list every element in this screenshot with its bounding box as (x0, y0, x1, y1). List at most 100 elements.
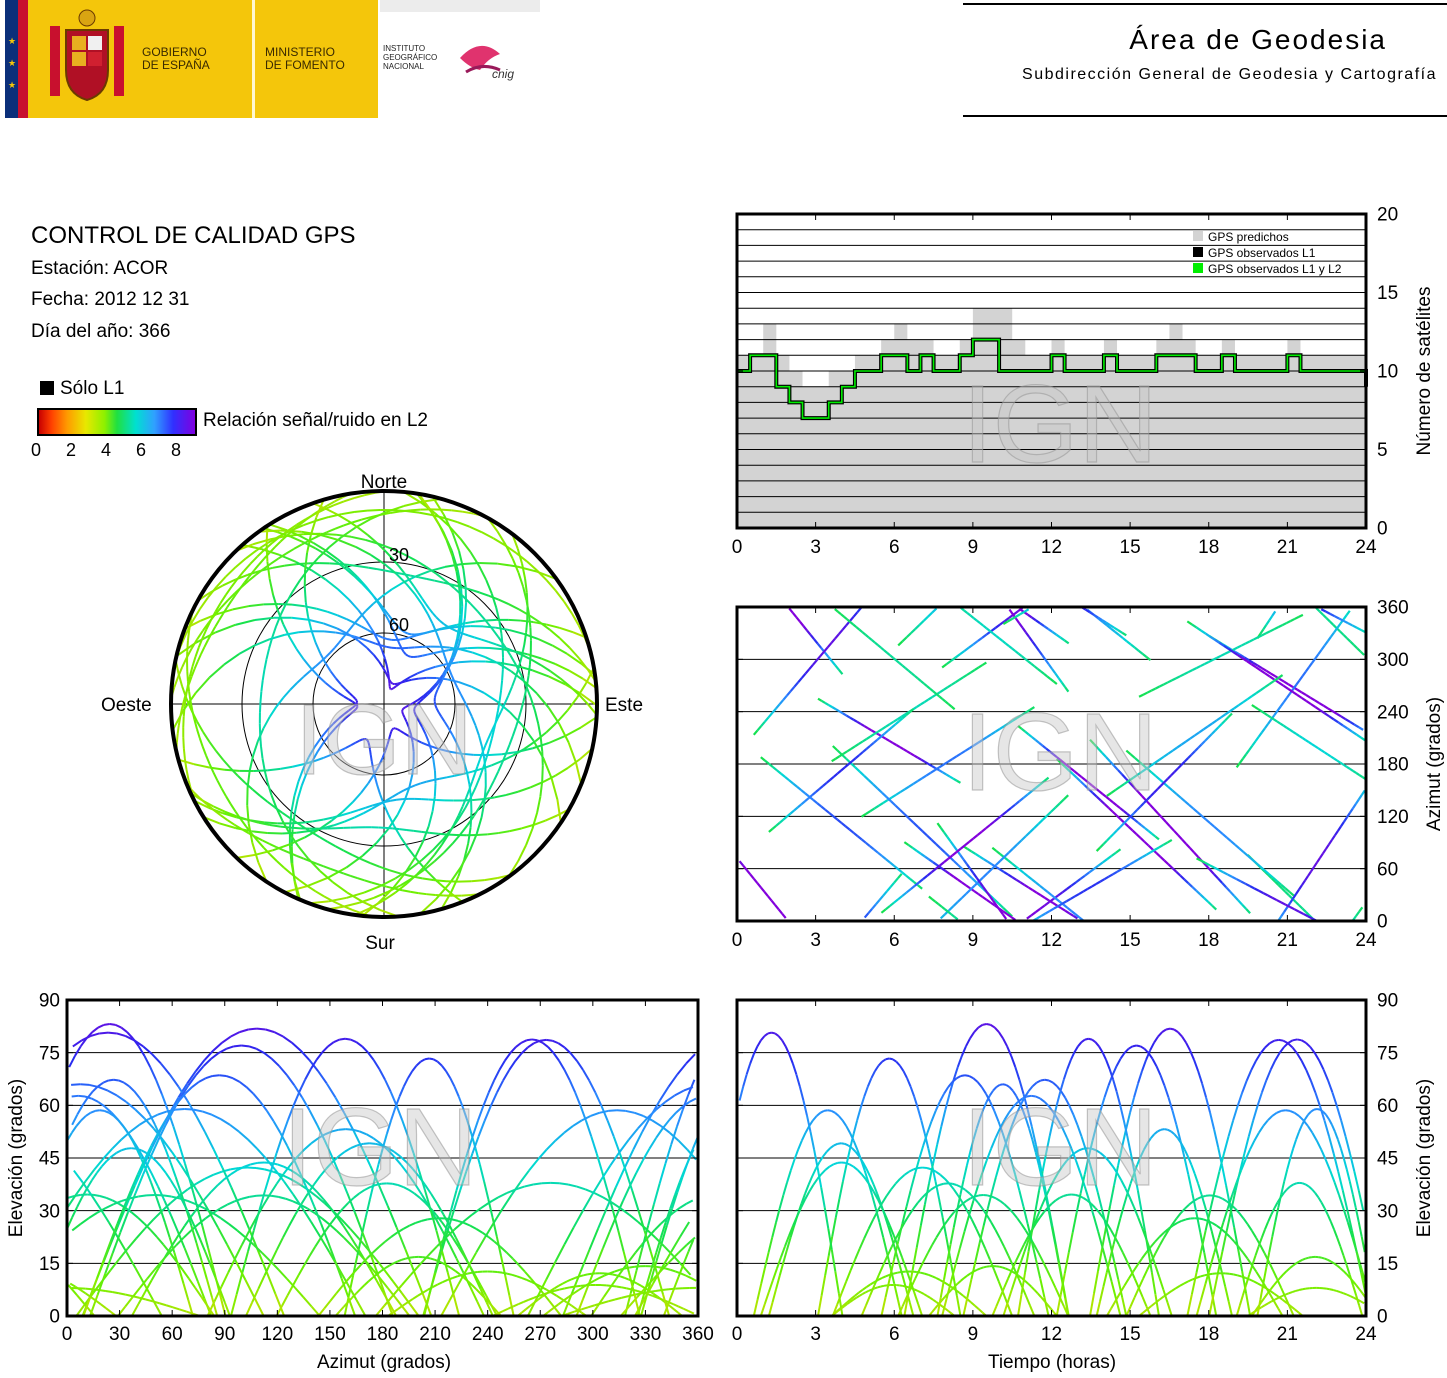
elevation-track (811, 1168, 817, 1177)
elevation-track (1150, 1133, 1155, 1139)
satellite-track (760, 886, 766, 893)
sky-track (463, 843, 470, 860)
sky-track (443, 655, 448, 664)
elevation-track (1340, 1120, 1347, 1137)
satellite-track (1220, 652, 1226, 657)
elevation-track (239, 1207, 250, 1229)
elevation-track (504, 1275, 511, 1297)
elevation-track (238, 1130, 249, 1141)
sky-track (408, 702, 414, 707)
sky-track (324, 662, 332, 672)
satellite-track (849, 621, 854, 626)
elevation-track (1209, 1190, 1216, 1211)
sky-track (462, 760, 468, 773)
sky-track (336, 870, 345, 875)
elevation-track (169, 1162, 177, 1178)
elevation-track (1127, 1045, 1134, 1050)
elevation-track (104, 1203, 114, 1210)
elevation-track (111, 1232, 122, 1254)
elevation-track (269, 1249, 278, 1264)
elevation-track (827, 1109, 832, 1112)
elevation-track (1082, 1197, 1088, 1202)
elevation-track (345, 1128, 353, 1131)
satellite-track (1204, 736, 1210, 742)
x-tick-label: 9 (968, 930, 979, 951)
satellite-track (1132, 773, 1139, 779)
elevation-track (303, 1255, 311, 1266)
sky-track (470, 685, 485, 694)
elevation-track (608, 1298, 616, 1303)
satellite-track (1033, 823, 1040, 829)
satellite-track (940, 867, 947, 872)
elevation-track (680, 1272, 687, 1277)
elevation-track (1348, 1181, 1354, 1195)
satellite-track (997, 813, 1004, 820)
elevation-track (1295, 1131, 1301, 1140)
elevation-track (1278, 1038, 1284, 1042)
satellite-track (1280, 883, 1287, 890)
elevation-track (651, 1119, 662, 1127)
elevation-track (96, 1273, 107, 1296)
satellite-track (1282, 684, 1289, 690)
satellite-track (1262, 892, 1269, 897)
sky-track (548, 735, 566, 744)
elevation-track (976, 1172, 984, 1187)
sky-track (550, 777, 559, 800)
elevation-track (325, 1221, 333, 1231)
satellite-track (1355, 911, 1361, 917)
elevation-track (117, 1119, 124, 1127)
sky-track (364, 879, 373, 884)
elevation-track (310, 1137, 319, 1145)
satellite-track (1019, 610, 1025, 616)
elevation-track (1286, 1158, 1292, 1170)
sky-track (458, 614, 462, 628)
elevation-track (863, 1086, 869, 1097)
elevation-track (97, 1081, 104, 1088)
satellite-track (1298, 613, 1304, 618)
elevation-track (445, 1217, 453, 1221)
elevation-track (655, 1272, 664, 1295)
elevation-track (1123, 1048, 1130, 1054)
sky-track (431, 839, 444, 851)
satellite-track (797, 803, 803, 809)
elevation-track (363, 1142, 370, 1145)
satellite-track (932, 861, 938, 867)
elevation-track (440, 1299, 451, 1317)
elevation-track (1187, 1174, 1194, 1194)
satellite-track (872, 738, 878, 744)
satellite-track (1345, 812, 1351, 819)
elevation-track (164, 1110, 173, 1122)
elevation-track (648, 1290, 654, 1295)
sky-track (355, 546, 372, 556)
elevation-track (309, 1184, 318, 1193)
sky-track (285, 548, 295, 555)
elevation-track (931, 1307, 937, 1313)
sky-track (248, 755, 255, 772)
satellite-track (835, 708, 840, 713)
elevation-track (985, 1214, 993, 1223)
elevation-track (90, 1032, 100, 1038)
elevation-track (1147, 1052, 1154, 1060)
sky-track (274, 806, 283, 814)
elevation-track (304, 1068, 312, 1081)
satellite-track (843, 615, 848, 621)
satellite-track (1172, 746, 1178, 752)
elevation-track (973, 1026, 980, 1033)
elevation-track (1345, 1169, 1351, 1182)
satellite-track (1207, 733, 1213, 739)
elevation-track (1265, 1251, 1271, 1268)
satellite-track (1199, 663, 1206, 668)
elevation-track (1167, 1096, 1174, 1111)
elevation-track (1237, 1248, 1244, 1272)
sky-track (205, 755, 211, 765)
satellite-track (1204, 660, 1210, 665)
satellite-track (1001, 810, 1008, 816)
elevation-track (1236, 1092, 1244, 1107)
satellite-track (788, 607, 794, 614)
sky-track (389, 687, 392, 690)
satellite-track (1276, 880, 1282, 886)
elevation-track (369, 1165, 380, 1186)
satellite-track (990, 901, 996, 907)
sky-track (523, 680, 538, 695)
sky-track (320, 534, 340, 542)
